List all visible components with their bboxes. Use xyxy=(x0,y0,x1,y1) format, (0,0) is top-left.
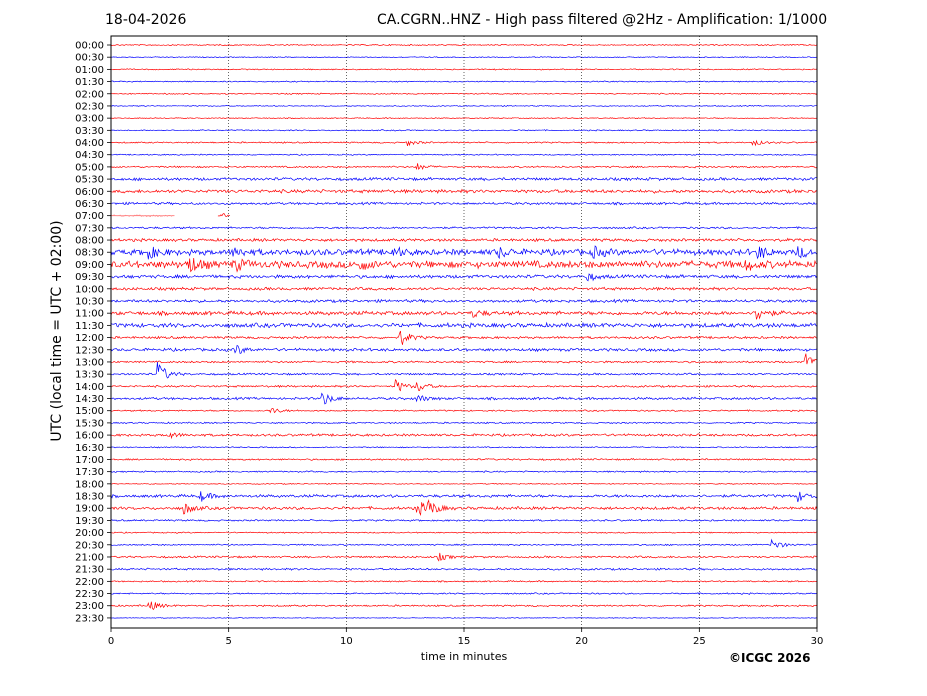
y-tick-label: 18:00 xyxy=(75,479,104,490)
chart-title: CA.CGRN..HNZ - High pass filtered @2Hz -… xyxy=(377,12,828,28)
y-tick-label: 23:30 xyxy=(75,613,104,624)
y-tick-label: 19:30 xyxy=(75,516,104,527)
y-tick-label: 01:00 xyxy=(75,65,104,76)
y-tick-label: 00:00 xyxy=(75,41,104,52)
trace-1600 xyxy=(110,432,818,440)
y-tick-label: 20:00 xyxy=(75,528,104,539)
y-tick-label: 10:00 xyxy=(75,284,104,295)
y-tick-label: 04:00 xyxy=(75,138,104,149)
trace-0900 xyxy=(110,257,818,273)
y-tick-label: 22:00 xyxy=(75,577,104,588)
y-tick-label: 05:00 xyxy=(75,162,104,173)
trace-1130 xyxy=(110,321,818,329)
x-tick-label: 0 xyxy=(108,636,114,647)
x-ticks-layer: 0 5 10 15 20 25 30 xyxy=(108,628,824,647)
trace-1230 xyxy=(110,344,818,354)
trace-2000 xyxy=(110,531,818,534)
y-tick-label: 05:30 xyxy=(75,175,104,186)
trace-0430 xyxy=(110,153,818,156)
trace-1430 xyxy=(110,392,818,405)
y-tick-label: 07:00 xyxy=(75,211,104,222)
y-tick-label: 10:30 xyxy=(75,296,104,307)
y-tick-label: 20:30 xyxy=(75,540,104,551)
trace-1500 xyxy=(110,408,818,414)
y-tick-label: 21:30 xyxy=(75,565,104,576)
y-tick-label: 14:30 xyxy=(75,394,104,405)
y-tick-label: 22:30 xyxy=(75,589,104,600)
x-axis-label: time in minutes xyxy=(420,650,508,663)
y-tick-label: 09:00 xyxy=(75,260,104,271)
y-tick-label: 03:30 xyxy=(75,126,104,137)
x-tick-label: 30 xyxy=(811,636,824,647)
y-tick-label: 08:30 xyxy=(75,248,104,259)
trace-1330 xyxy=(110,362,818,379)
y-tick-label: 00:30 xyxy=(75,53,104,64)
y-tick-label: 23:00 xyxy=(75,601,104,612)
trace-1930 xyxy=(110,518,818,522)
trace-2130 xyxy=(110,567,818,571)
x-tick-label: 15 xyxy=(458,636,471,647)
trace-2200 xyxy=(110,580,818,583)
x-tick-label: 20 xyxy=(575,636,588,647)
y-tick-label: 15:00 xyxy=(75,406,104,417)
y-tick-label: 06:00 xyxy=(75,187,104,198)
y-tick-label: 08:00 xyxy=(75,236,104,247)
trace-2230 xyxy=(110,592,818,595)
y-tick-label: 12:00 xyxy=(75,333,104,344)
y-tick-label: 13:30 xyxy=(75,370,104,381)
y-tick-label: 18:30 xyxy=(75,492,104,503)
grid-layer xyxy=(228,36,700,628)
trace-2300 xyxy=(110,601,818,611)
y-tick-label: 14:00 xyxy=(75,382,104,393)
x-tick-label: 25 xyxy=(693,636,706,647)
trace-2100 xyxy=(110,552,818,562)
y-tick-label: 21:00 xyxy=(75,552,104,563)
trace-0600 xyxy=(110,188,818,195)
trace-0530 xyxy=(110,176,818,182)
y-tick-label: 16:30 xyxy=(75,443,104,454)
trace-1030 xyxy=(110,298,818,304)
trace-0830 xyxy=(110,245,818,260)
y-tick-label: 01:30 xyxy=(75,77,104,88)
y-tick-label: 02:00 xyxy=(75,89,104,100)
y-tick-label: 19:00 xyxy=(75,504,104,515)
plot-frame xyxy=(110,35,818,629)
trace-2330 xyxy=(110,617,818,619)
copyright-label: ©ICGC 2026 xyxy=(729,651,811,665)
y-tick-label: 11:00 xyxy=(75,309,104,320)
x-tick-label: 10 xyxy=(340,636,353,647)
trace-0330 xyxy=(110,129,818,132)
y-tick-label: 03:00 xyxy=(75,114,104,125)
trace-1530 xyxy=(110,421,818,425)
y-tick-label: 17:00 xyxy=(75,455,104,466)
y-tick-label: 17:30 xyxy=(75,467,104,478)
y-tick-label: 12:30 xyxy=(75,345,104,356)
trace-1400 xyxy=(110,378,818,392)
y-tick-label: 02:30 xyxy=(75,101,104,112)
date-label: 18-04-2026 xyxy=(105,12,187,28)
y-tick-label: 09:30 xyxy=(75,272,104,283)
trace-0500 xyxy=(110,163,818,170)
y-tick-label: 11:30 xyxy=(75,321,104,332)
y-tick-label: 16:00 xyxy=(75,431,104,442)
y-tick-label: 13:00 xyxy=(75,357,104,368)
y-tick-label: 04:30 xyxy=(75,150,104,161)
trace-0400 xyxy=(110,139,818,147)
y-tick-label: 15:30 xyxy=(75,418,104,429)
trace-1900 xyxy=(110,499,818,517)
x-tick-label: 5 xyxy=(225,636,231,647)
y-tick-label: 06:30 xyxy=(75,199,104,210)
traces-layer xyxy=(110,43,818,619)
trace-1300 xyxy=(110,353,818,365)
y-tick-label: 07:30 xyxy=(75,223,104,234)
trace-2030 xyxy=(110,538,818,548)
